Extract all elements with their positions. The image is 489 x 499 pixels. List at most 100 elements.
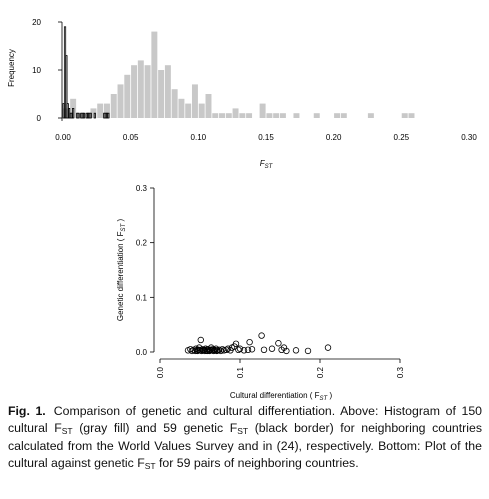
histogram-cultural-bar xyxy=(401,113,408,118)
histogram-cultural-bar xyxy=(158,70,165,118)
histogram-cultural-bar xyxy=(279,113,286,118)
histogram-x-tick-label: 0.30 xyxy=(461,133,477,142)
histogram-cultural-bars xyxy=(63,31,415,119)
histogram-cultural-bar xyxy=(232,108,239,118)
caption-text-4: for 59 pairs of neighboring countries. xyxy=(155,456,359,470)
scatter-point xyxy=(232,340,240,347)
histogram-cultural-bar xyxy=(90,108,97,118)
histogram-xlabel-main: F xyxy=(260,159,266,168)
histogram-x-tick-label: 0.05 xyxy=(123,133,139,142)
scatter-xlabel-main: Cultural differentiation ( F xyxy=(230,391,320,400)
scatter-point xyxy=(215,346,223,354)
caption-sub-1: ST xyxy=(61,426,73,436)
histogram-x-tick-label: 0.15 xyxy=(258,133,274,142)
caption-text-2: (gray fill) and 59 genetic F xyxy=(72,421,238,435)
histogram-cultural-bar xyxy=(171,89,178,118)
histogram-x-tick-label: 0.10 xyxy=(191,133,207,142)
scatter-ylabel-end: ) xyxy=(116,219,125,224)
scatter-y-tick-label: 0.0 xyxy=(136,348,148,357)
scatter-point xyxy=(220,347,228,354)
histogram-cultural-bar xyxy=(219,113,225,118)
histogram-genetic-bar xyxy=(77,112,80,119)
histogram-cultural-bar xyxy=(131,65,138,118)
histogram-genetic-bars xyxy=(62,26,110,119)
scatter-point xyxy=(324,344,332,351)
scatter-point xyxy=(260,346,268,354)
histogram-cultural-bar xyxy=(117,84,124,118)
histogram-genetic-bar xyxy=(107,112,110,119)
histogram-xlabel-sub: ST xyxy=(265,164,274,170)
scatter-x-tick-label: 0.1 xyxy=(236,366,245,378)
histogram-cultural-bar xyxy=(185,103,192,118)
histogram-cultural-bar xyxy=(367,113,374,118)
scatter-xlabel-sub: ST xyxy=(320,396,329,400)
histogram-ylabel: Frequency xyxy=(7,49,16,87)
histogram-y-tick-label: 20 xyxy=(32,18,41,27)
scatter-point xyxy=(283,347,290,355)
histogram-x-tick-label: 0.00 xyxy=(55,133,71,142)
histogram-cultural-bar xyxy=(246,113,253,118)
histogram-axes: 0 10 20 0.00 0.05 0.10 0.15 0.20 0.25 0.30 xyxy=(32,18,477,142)
scatter-point xyxy=(292,347,300,354)
histogram-cultural-bar xyxy=(76,113,83,118)
scatter-point xyxy=(223,346,230,354)
scatter-ylabel: Genetic differentiation ( FST ) xyxy=(116,219,127,322)
scatter-ylabel-main: Genetic differentiation ( F xyxy=(116,231,125,321)
scatter-axes: 0.0 0.1 0.2 0.3 0.0 0.1 0.2 0.3 xyxy=(136,184,405,378)
histogram-cultural-bar xyxy=(259,103,266,118)
scatter-point xyxy=(248,346,256,353)
histogram-cultural-bar xyxy=(198,103,205,118)
histogram-y-tick-label: 10 xyxy=(32,66,41,75)
caption-sub-3: ST xyxy=(144,461,156,471)
histogram-cultural-bar xyxy=(144,65,151,118)
caption-label: Fig. 1. xyxy=(8,404,46,418)
histogram-cultural-bar xyxy=(313,113,320,118)
histogram-y-tick-label: 0 xyxy=(37,114,42,123)
histogram-cultural-bar xyxy=(104,103,110,118)
scatter-point xyxy=(240,347,248,354)
histogram-cultural-bar xyxy=(293,113,300,118)
histogram-genetic-bar xyxy=(89,112,92,119)
histogram-genetic-bar xyxy=(72,108,75,119)
histogram-cultural-bar xyxy=(191,84,198,118)
scatter-point xyxy=(204,346,212,353)
histogram-cultural-bar xyxy=(164,65,171,118)
histogram-cultural-bar xyxy=(151,31,158,119)
histogram-cultural-bar xyxy=(239,113,246,118)
scatter-point xyxy=(258,332,265,339)
histogram-cultural-bar xyxy=(334,113,341,118)
scatter-ylabel-sub: ST xyxy=(121,222,127,231)
scatter-point xyxy=(304,347,312,355)
scatter-point xyxy=(268,345,276,352)
caption-text-3: (black border) for neighboring countries… xyxy=(8,421,482,470)
scatter-point xyxy=(275,340,282,347)
histogram-genetic-bar xyxy=(82,112,86,119)
histogram-cultural-bar xyxy=(225,113,232,118)
histogram-cultural-bar xyxy=(63,108,70,118)
scatter-point xyxy=(244,346,252,354)
histogram-cultural-bar xyxy=(273,113,280,118)
caption-sub-2: ST xyxy=(237,426,249,436)
scatter-y-tick-label: 0.3 xyxy=(136,184,148,193)
histogram-xlabel: FST xyxy=(260,159,274,170)
scatter-x-tick-label: 0.3 xyxy=(396,366,405,378)
scatter-xlabel-end: ) xyxy=(327,391,332,400)
scatter-panel: Genetic differentiation ( FST ) 0.00.10.… xyxy=(116,184,405,400)
histogram-cultural-bar xyxy=(266,113,273,118)
figure-caption: Fig. 1. Comparison of genetic and cultura… xyxy=(8,403,482,473)
histogram-cultural-bar xyxy=(110,94,117,118)
scatter-x-tick-label: 0.2 xyxy=(316,366,325,378)
histogram-cultural-bar xyxy=(124,74,131,118)
scatter-point xyxy=(236,345,244,352)
histogram-cultural-bar xyxy=(340,113,347,118)
histogram-x-tick-label: 0.20 xyxy=(326,133,342,142)
histogram-cultural-bar xyxy=(212,113,219,118)
scatter-points xyxy=(184,332,332,355)
histogram-genetic-bar xyxy=(65,55,68,119)
caption-text-1: Comparison of genetic and cultural diffe… xyxy=(8,404,483,435)
histogram-cultural-bar xyxy=(97,103,104,118)
histogram-cultural-bar xyxy=(205,94,212,118)
histogram-cultural-bar xyxy=(83,113,90,118)
